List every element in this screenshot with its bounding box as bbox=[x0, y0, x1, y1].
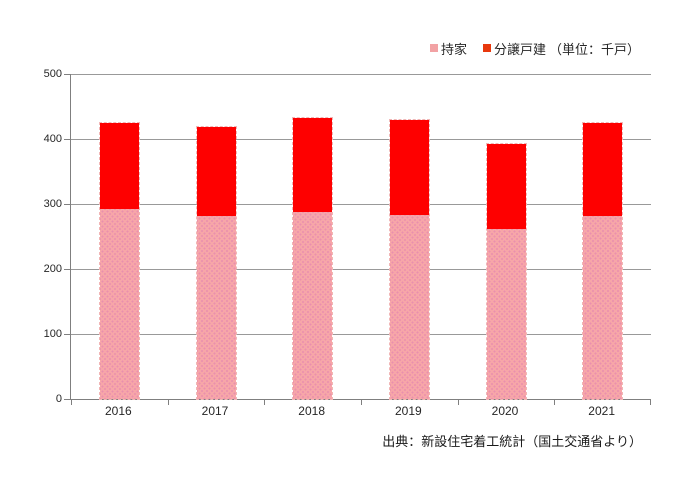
x-axis-tick bbox=[71, 400, 72, 405]
bar-stack bbox=[98, 121, 140, 401]
owned-home-swatch-icon bbox=[429, 44, 438, 52]
legend-label-owned-home: 持家 bbox=[440, 41, 467, 57]
chart-legend: 持家 分譲戸建 （単位：千戸） bbox=[429, 39, 640, 58]
bar-segment bbox=[583, 216, 623, 399]
y-axis-label: 400 bbox=[43, 133, 62, 145]
source-note: 出典：新設住宅着工統計（国土交通省より） bbox=[382, 434, 642, 449]
bar-segment bbox=[99, 122, 139, 210]
x-axis-tick bbox=[361, 400, 362, 405]
x-axis-label: 2019 bbox=[394, 404, 422, 418]
y-axis-label: 0 bbox=[55, 393, 62, 405]
y-axis-tick bbox=[64, 398, 71, 400]
x-axis-label: 2016 bbox=[104, 404, 132, 418]
gridline bbox=[71, 138, 651, 140]
y-axis-label: 300 bbox=[43, 198, 62, 210]
bar-stack bbox=[388, 118, 430, 400]
gridline bbox=[71, 268, 651, 270]
y-axis-label: 200 bbox=[43, 263, 62, 275]
x-axis-label: 2020 bbox=[491, 404, 519, 418]
built-for-sale-swatch-icon bbox=[482, 44, 491, 52]
x-axis-tick bbox=[650, 400, 651, 405]
bar-stack bbox=[292, 117, 334, 400]
bar-stack bbox=[195, 126, 237, 400]
legend-item-owned-home: 持家 bbox=[429, 39, 467, 58]
bar-stack bbox=[582, 121, 624, 401]
bar-segment bbox=[196, 127, 236, 216]
bar-segment bbox=[99, 209, 139, 399]
bar-segment bbox=[389, 215, 429, 399]
y-axis-tick bbox=[64, 268, 71, 270]
x-axis-tick bbox=[167, 400, 169, 405]
y-axis-tick bbox=[64, 138, 71, 140]
bar-segment bbox=[196, 215, 236, 399]
bar-segment bbox=[583, 122, 623, 217]
plot-area bbox=[64, 73, 651, 405]
unit-label: （単位：千戸） bbox=[548, 41, 640, 57]
legend-item-built-for-sale: 分譲戸建 （単位：千戸） bbox=[482, 39, 640, 58]
y-axis-tick bbox=[64, 203, 71, 205]
y-axis-label: 100 bbox=[43, 328, 62, 340]
legend-label-built-for-sale: 分譲戸建 bbox=[493, 41, 546, 57]
x-axis-label: 2018 bbox=[298, 404, 325, 418]
bar-segment bbox=[486, 229, 526, 399]
gridline bbox=[71, 333, 651, 335]
x-axis-tick bbox=[457, 400, 459, 405]
gridline bbox=[71, 203, 651, 205]
gridline bbox=[71, 73, 651, 75]
bar-stack bbox=[485, 143, 527, 400]
x-axis-tick bbox=[264, 400, 266, 405]
bar-segment bbox=[293, 118, 333, 213]
x-axis-tick bbox=[554, 400, 556, 405]
bar-segment bbox=[389, 119, 429, 216]
bar-segment bbox=[293, 212, 333, 399]
y-axis-label: 500 bbox=[43, 68, 62, 80]
y-axis-tick bbox=[64, 333, 71, 335]
y-axis-tick bbox=[64, 73, 71, 75]
bar-segment bbox=[486, 144, 526, 230]
x-axis-label: 2017 bbox=[201, 404, 229, 418]
x-axis-label: 2021 bbox=[588, 404, 615, 418]
